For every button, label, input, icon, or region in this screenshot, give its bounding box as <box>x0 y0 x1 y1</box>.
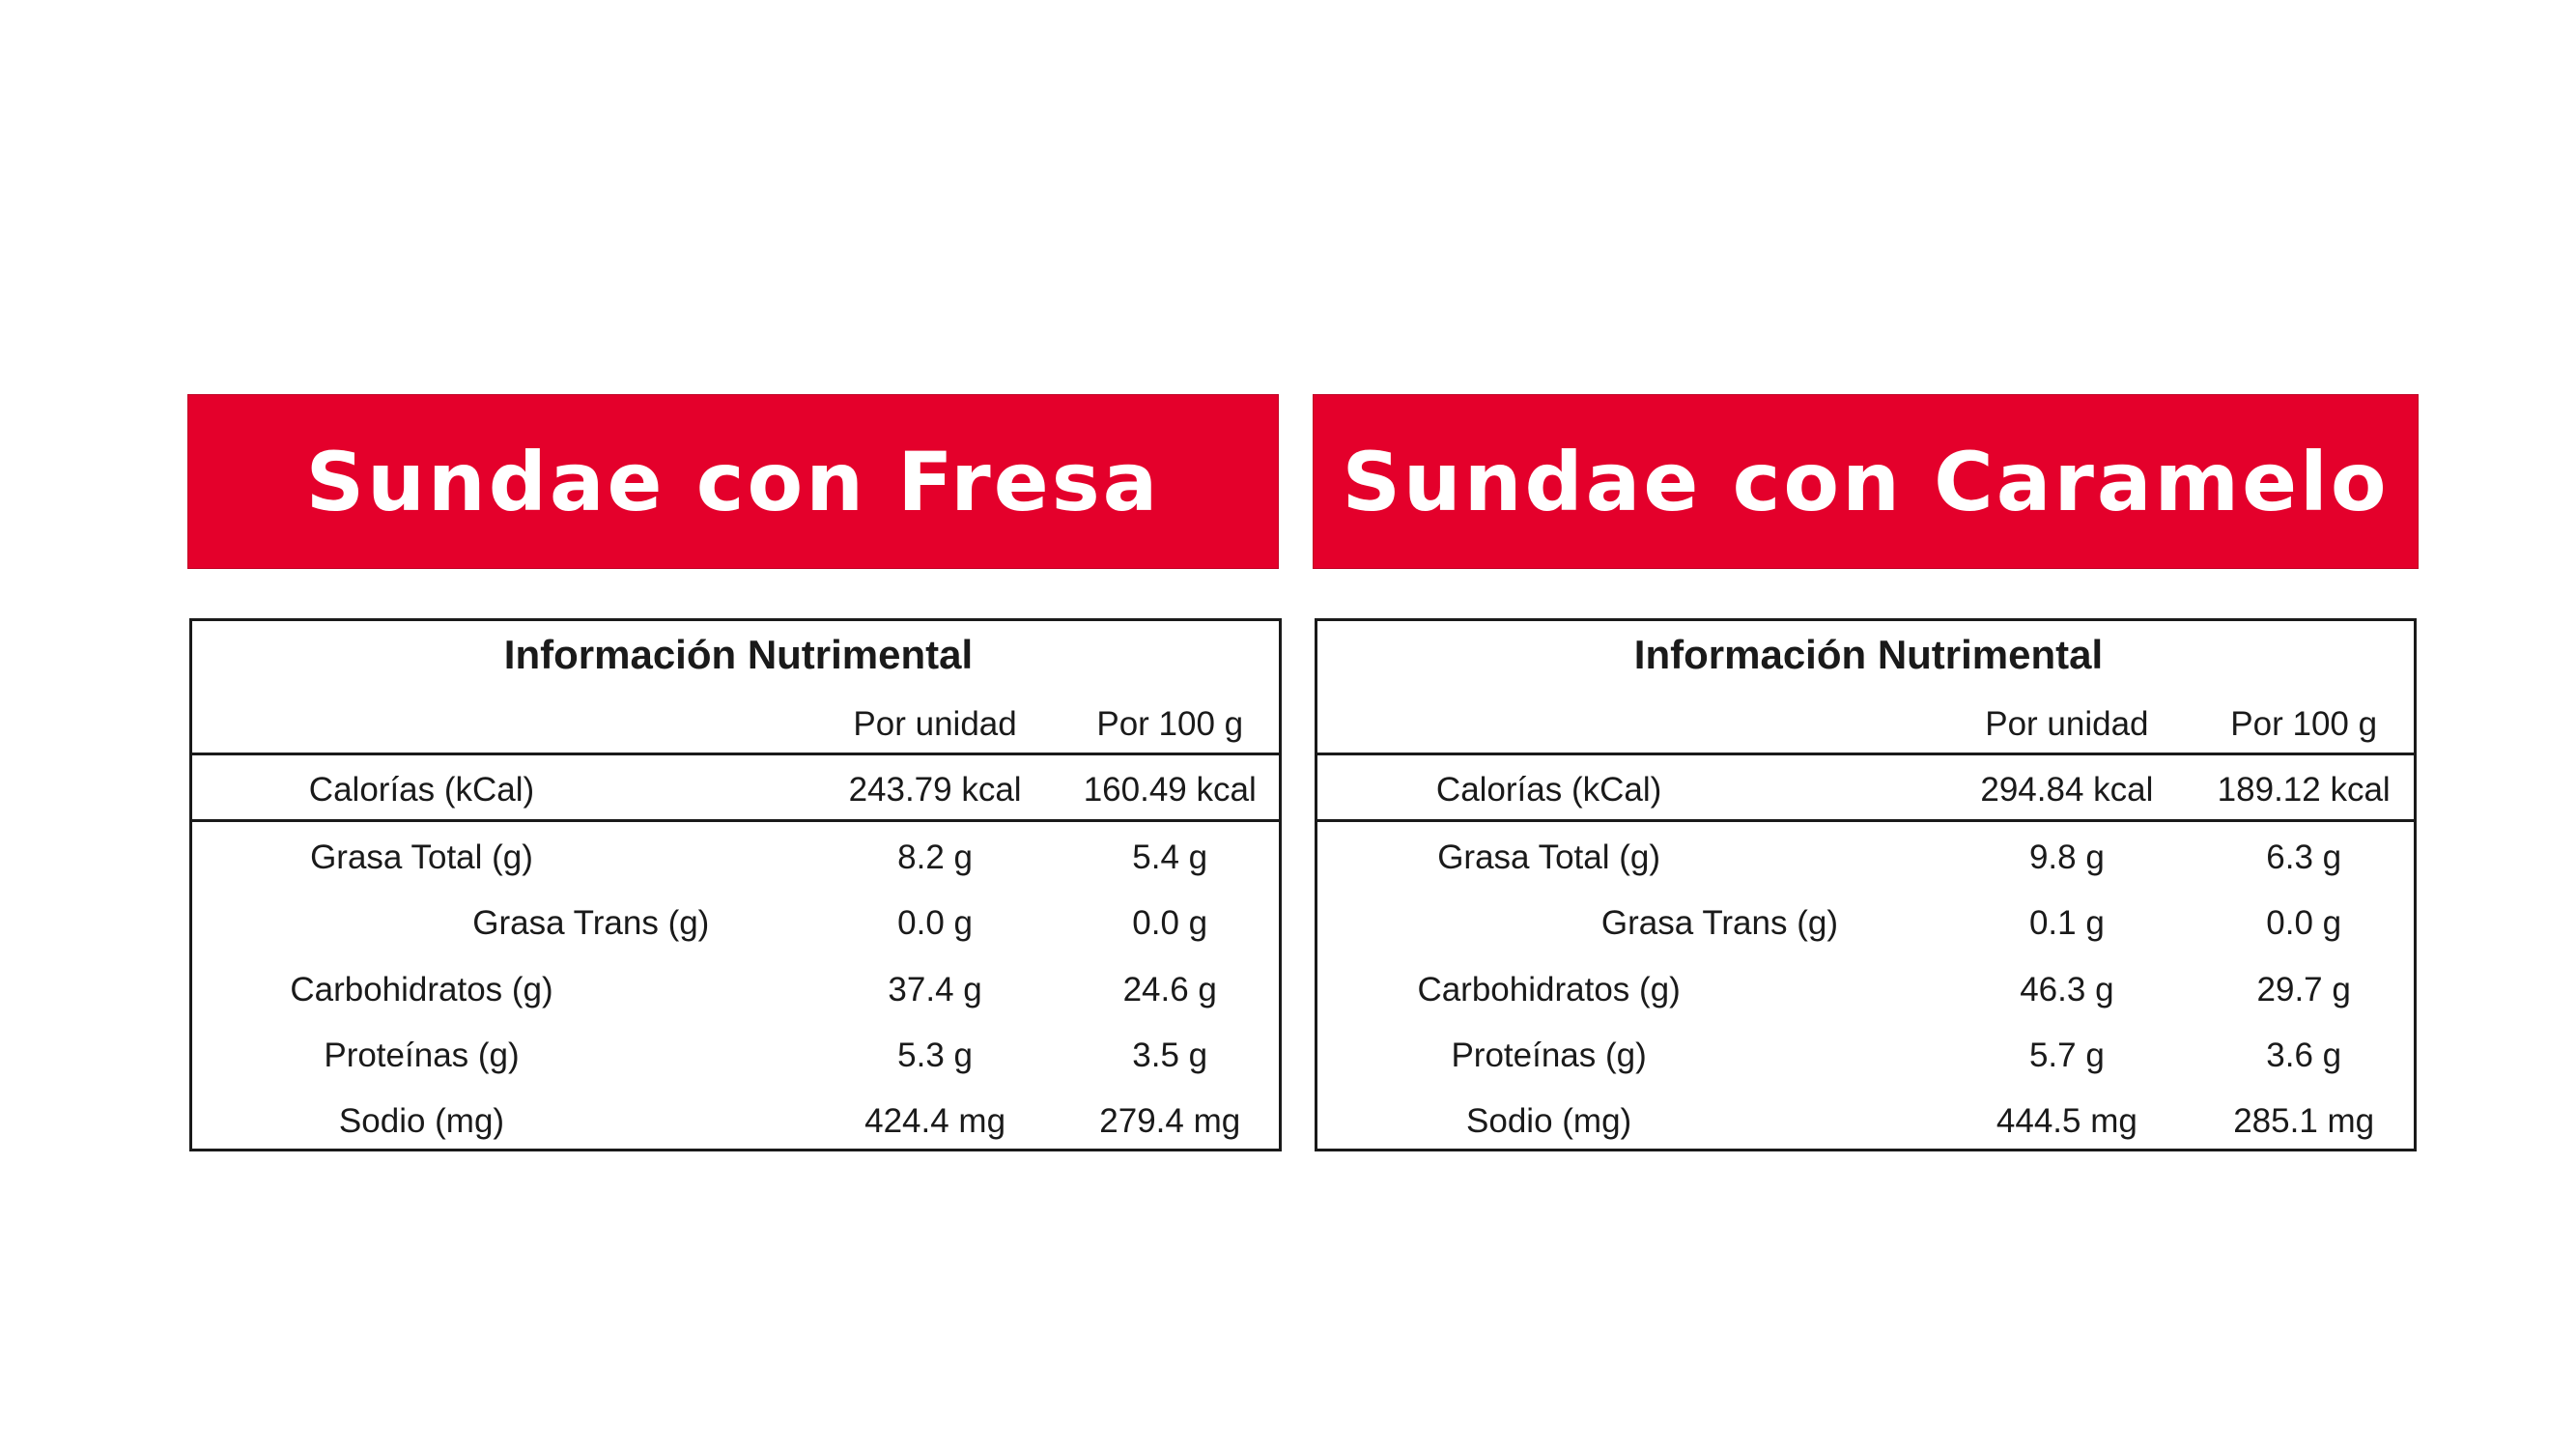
column-header: Por 100 g <box>2230 705 2378 743</box>
table-heading: Información Nutrimental <box>1633 632 2104 677</box>
column-header: Por 100 g <box>1096 705 1244 743</box>
row-value: 243.79 kcal <box>848 771 1022 809</box>
row-label: Calorías (kCal) <box>1435 771 1662 809</box>
row-value: 0.0 g <box>1132 904 1208 942</box>
row-label: Calorías (kCal) <box>308 771 535 809</box>
row-label: Sodio (mg) <box>338 1102 505 1140</box>
row-value: 3.6 g <box>2266 1037 2342 1074</box>
row-value: 424.4 mg <box>864 1102 1006 1140</box>
row-value: 0.1 g <box>2028 904 2105 942</box>
column-header: Por unidad <box>1985 705 2149 743</box>
row-value: 6.3 g <box>2266 838 2342 876</box>
row-value: 189.12 kcal <box>2217 771 2391 809</box>
row-value: 5.4 g <box>1132 838 1208 876</box>
nutrition-table: Información Nutrimental Por unidad Por 100… <box>189 618 1282 1151</box>
row-label: Sodio (mg) <box>1466 1102 1632 1140</box>
row-value: 444.5 mg <box>1996 1102 2137 1140</box>
row-value: 46.3 g <box>2020 971 2114 1009</box>
divider <box>1317 753 2414 755</box>
row-value: 9.8 g <box>2028 838 2105 876</box>
row-value: 294.84 kcal <box>1980 771 2154 809</box>
row-value: 285.1 mg <box>2233 1102 2375 1140</box>
row-value: 37.4 g <box>888 971 982 1009</box>
row-value: 3.5 g <box>1132 1037 1208 1074</box>
nutrition-table: Información Nutrimental Por unidad Por 100… <box>1315 618 2417 1151</box>
product-title: Sundae con Fresa <box>305 434 1161 529</box>
divider <box>192 753 1279 755</box>
row-value: 279.4 mg <box>1099 1102 1241 1140</box>
divider <box>192 819 1279 822</box>
divider <box>1317 819 2414 822</box>
row-label: Grasa Total (g) <box>310 838 533 876</box>
row-label: Grasa Total (g) <box>1437 838 1661 876</box>
table-heading: Información Nutrimental <box>503 632 974 677</box>
row-value: 160.49 kcal <box>1083 771 1257 809</box>
product-banner: Sundae con Caramelo <box>1313 394 2419 569</box>
row-value: 0.0 g <box>897 904 974 942</box>
row-value: 0.0 g <box>2266 904 2342 942</box>
row-label: Grasa Trans (g) <box>1600 904 1838 942</box>
row-value: 29.7 g <box>2256 971 2351 1009</box>
row-label: Proteínas (g) <box>324 1037 520 1074</box>
product-banner: Sundae con Fresa <box>187 394 1279 569</box>
row-value: 8.2 g <box>897 838 974 876</box>
column-header: Por unidad <box>853 705 1017 743</box>
row-value: 24.6 g <box>1122 971 1217 1009</box>
row-value: 5.7 g <box>2028 1037 2105 1074</box>
row-value: 5.3 g <box>897 1037 974 1074</box>
row-label: Grasa Trans (g) <box>472 904 710 942</box>
product-title: Sundae con Caramelo <box>1342 434 2390 529</box>
row-label: Proteínas (g) <box>1451 1037 1647 1074</box>
row-label: Carbohidratos (g) <box>1417 971 1681 1009</box>
row-label: Carbohidratos (g) <box>290 971 553 1009</box>
